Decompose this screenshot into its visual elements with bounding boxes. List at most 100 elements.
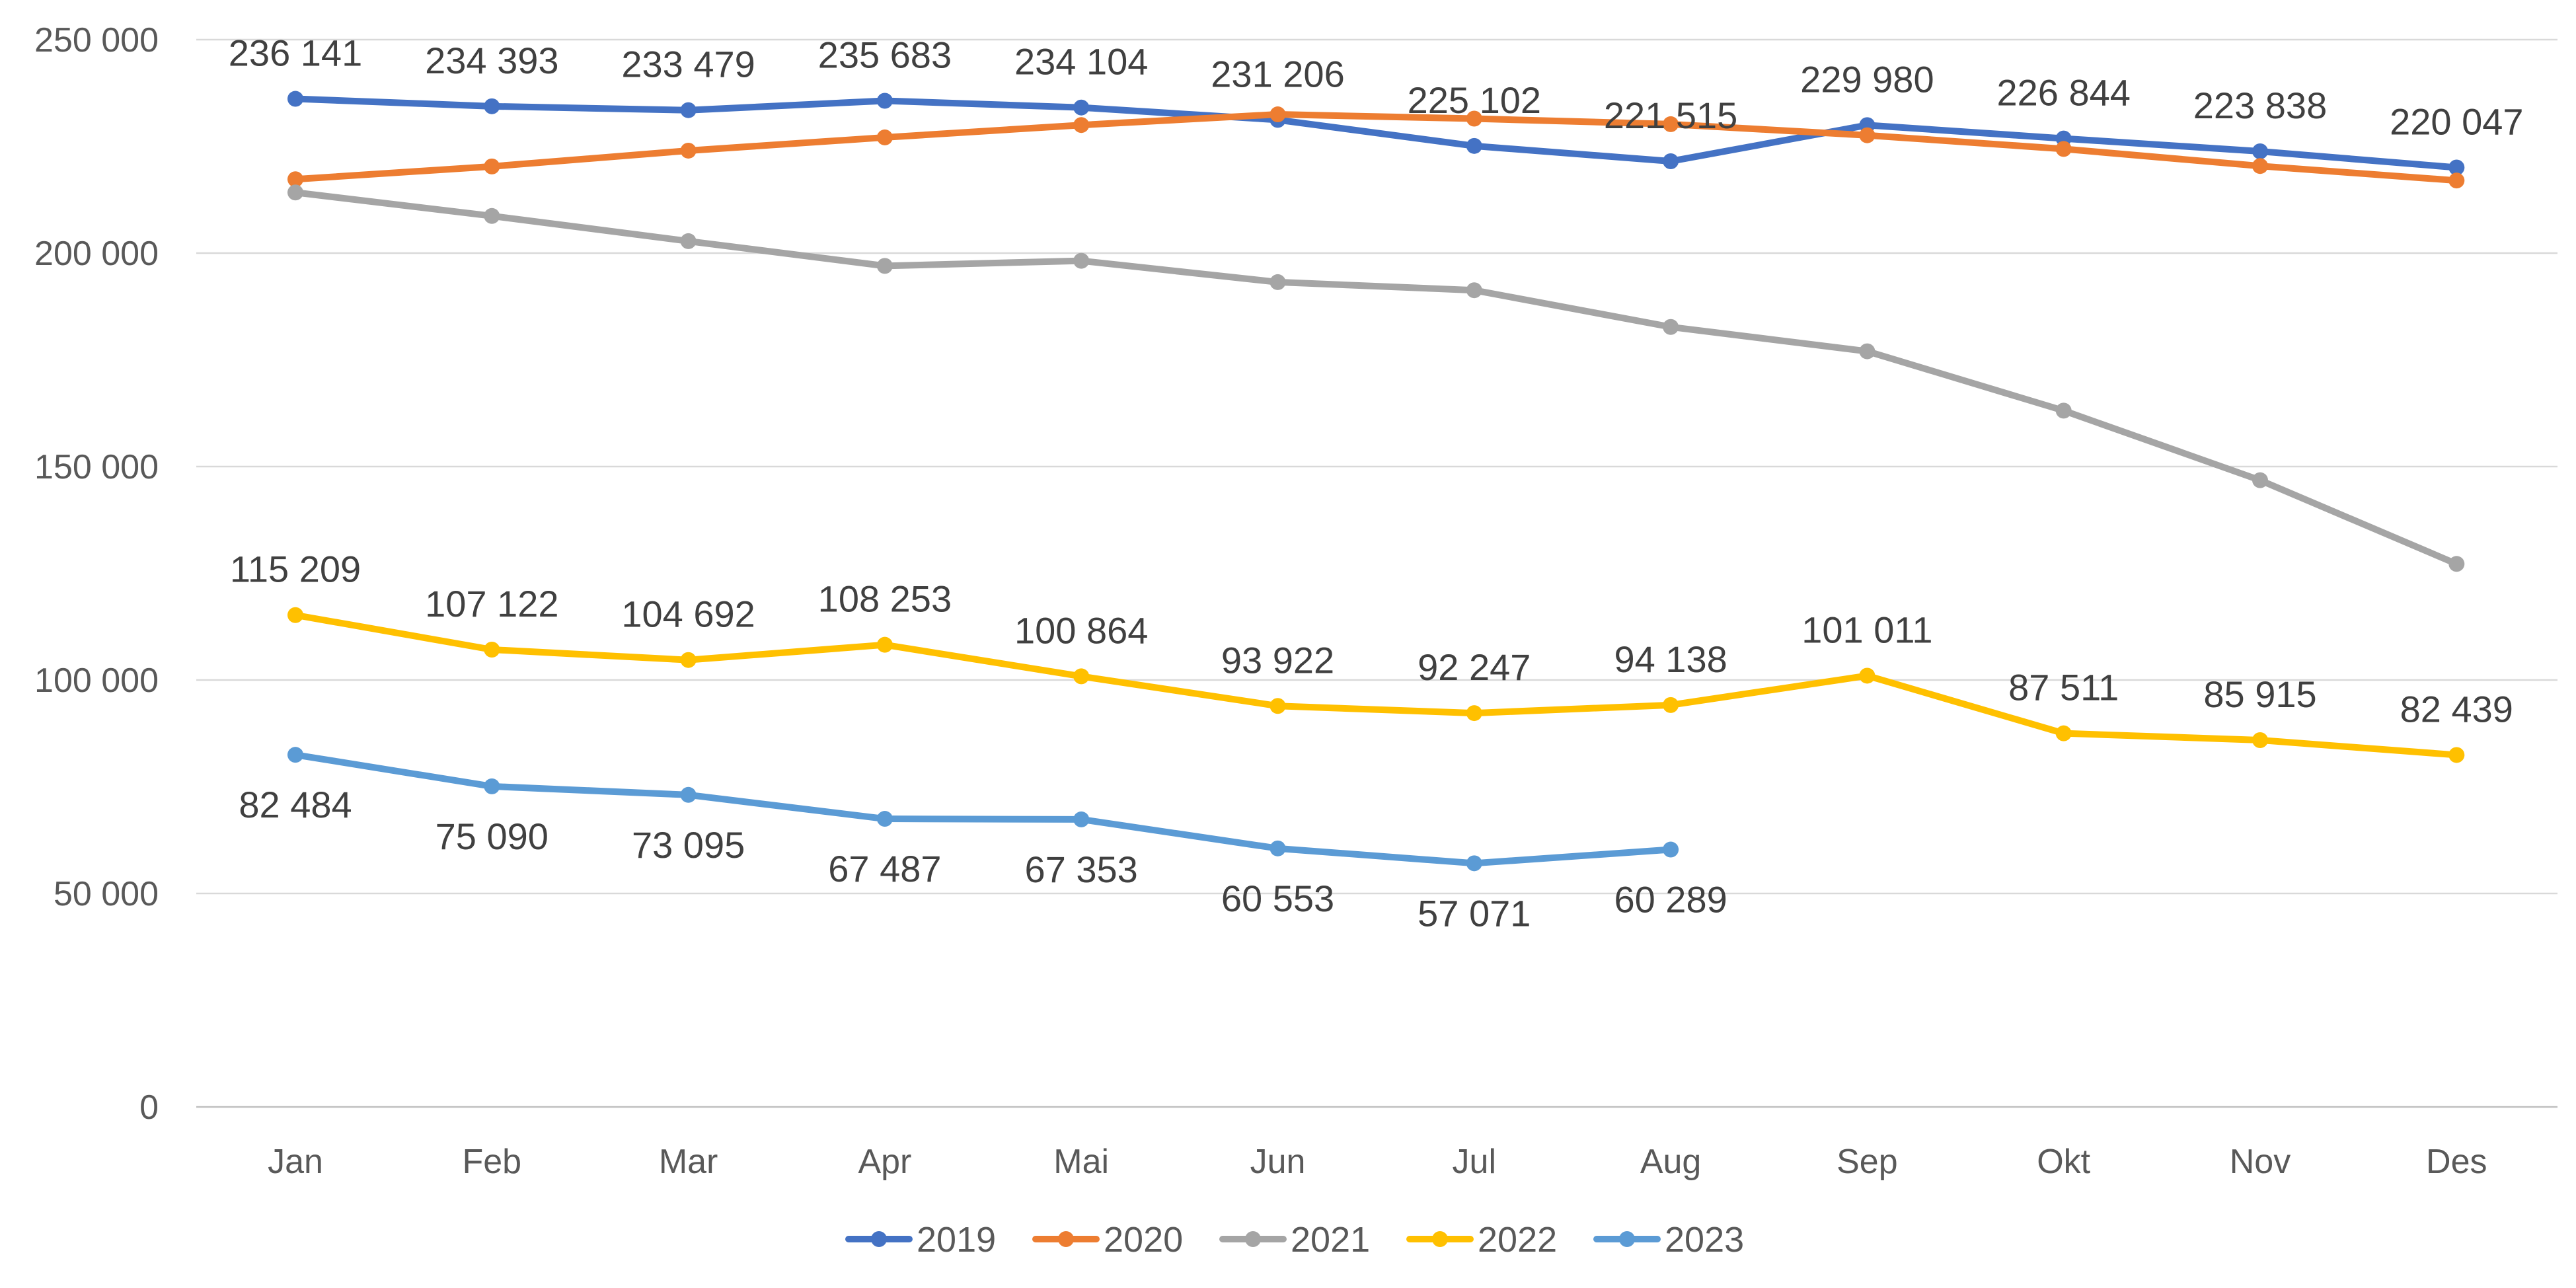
point-2021-feb xyxy=(484,208,500,224)
point-2023-mai xyxy=(1073,811,1090,827)
point-2022-jun xyxy=(1269,698,1286,714)
series-lines xyxy=(287,91,2465,872)
series-line-2019 xyxy=(292,95,2460,171)
x-axis-ticks: Jan Feb Mar Apr Mai Jun Jul Aug Sep Okt Nov Des xyxy=(268,1143,2487,1181)
x-tick-label-apr: Apr xyxy=(858,1143,911,1181)
point-2019-feb xyxy=(484,98,500,114)
legend-label-2019: 2019 xyxy=(917,1220,996,1260)
point-2021-okt xyxy=(2055,402,2072,419)
data-label-2023-jul: 57 071 xyxy=(1418,892,1531,934)
x-tick-label-jun: Jun xyxy=(1250,1143,1306,1181)
legend-label-2021: 2021 xyxy=(1291,1220,1370,1260)
data-label-2023-jan: 82 484 xyxy=(239,784,352,825)
data-label-2022-feb: 107 122 xyxy=(425,583,558,625)
point-2023-aug xyxy=(1663,841,1679,858)
data-label-2019-nov: 223 838 xyxy=(2193,85,2327,126)
point-2023-apr xyxy=(876,811,893,827)
point-2019-des xyxy=(2448,159,2465,176)
point-2022-apr xyxy=(876,636,893,653)
legend-marker-2022 xyxy=(1432,1231,1448,1247)
point-2023-mar xyxy=(680,786,697,803)
point-2020-jan xyxy=(287,171,303,188)
point-2022-nov xyxy=(2252,732,2268,748)
point-2021-mai xyxy=(1073,252,1090,269)
x-tick-label-mai: Mai xyxy=(1053,1143,1109,1181)
data-label-2022-sep: 101 011 xyxy=(1801,609,1932,650)
point-2023-jan xyxy=(287,747,303,763)
data-label-2019-des: 220 047 xyxy=(2390,100,2523,142)
y-tick-label: 0 xyxy=(139,1088,159,1127)
series-2020 xyxy=(287,106,2465,189)
point-2023-jul xyxy=(1466,855,1482,872)
series-line-2022 xyxy=(292,611,2460,759)
point-2021-mar xyxy=(680,233,697,249)
point-2019-mai xyxy=(1073,99,1090,116)
x-tick-label-mar: Mar xyxy=(659,1143,718,1181)
legend-marker-2023 xyxy=(1619,1231,1635,1247)
point-2022-feb xyxy=(484,641,500,658)
data-label-2019-mai: 234 104 xyxy=(1014,41,1148,83)
data-label-2022-mai: 100 864 xyxy=(1014,609,1148,651)
data-label-2023-jun: 60 553 xyxy=(1221,878,1334,919)
legend-marker-2019 xyxy=(871,1231,887,1247)
data-label-2022-okt: 87 511 xyxy=(2008,667,2119,708)
data-label-2022-jul: 92 247 xyxy=(1418,646,1531,688)
x-tick-label-jan: Jan xyxy=(268,1143,323,1181)
legend-item-2020: 2020 xyxy=(1032,1220,1183,1260)
point-2021-nov xyxy=(2252,472,2268,488)
y-tick-label: 100 000 xyxy=(34,662,159,700)
point-2020-aug xyxy=(1663,116,1679,132)
point-2019-mar xyxy=(680,102,697,118)
point-2021-jul xyxy=(1466,282,1482,299)
point-2020-des xyxy=(2448,172,2465,189)
data-label-2023-mai: 67 353 xyxy=(1025,849,1138,890)
data-label-2022-apr: 108 253 xyxy=(818,578,952,620)
series-line-2020 xyxy=(292,111,2460,184)
legend-item-2022: 2022 xyxy=(1406,1220,1557,1260)
point-2020-mar xyxy=(680,142,697,159)
point-2022-aug xyxy=(1663,697,1679,713)
series-line-2021 xyxy=(292,189,2460,568)
x-tick-label-des: Des xyxy=(2426,1143,2487,1181)
data-label-2019-okt: 226 844 xyxy=(1996,72,2130,114)
data-label-2022-des: 82 439 xyxy=(2400,688,2513,730)
data-label-2022-mar: 104 692 xyxy=(621,593,755,635)
point-2020-nov xyxy=(2252,158,2268,174)
y-tick-label: 150 000 xyxy=(34,448,159,486)
data-label-2023-aug: 60 289 xyxy=(1614,879,1727,921)
series-2023 xyxy=(287,747,1679,872)
data-labels: 236 141 234 393 233 479 235 683 234 104 231 2… xyxy=(229,32,2524,934)
point-2022-jan xyxy=(287,607,303,623)
legend-item-2019: 2019 xyxy=(845,1220,996,1260)
data-label-2022-aug: 94 138 xyxy=(1614,638,1727,680)
data-label-2019-jun: 231 206 xyxy=(1211,53,1344,95)
point-2021-des xyxy=(2448,556,2465,572)
point-2020-apr xyxy=(876,129,893,145)
series-line-2023 xyxy=(292,751,1675,867)
x-tick-label-feb: Feb xyxy=(462,1143,521,1181)
legend-item-2023: 2023 xyxy=(1593,1220,1744,1260)
point-2019-aug xyxy=(1663,153,1679,170)
x-tick-label-jul: Jul xyxy=(1453,1143,1496,1181)
point-2020-mai xyxy=(1073,117,1090,133)
point-2022-des xyxy=(2448,747,2465,763)
point-2020-feb xyxy=(484,158,500,174)
point-2020-jun xyxy=(1269,106,1286,123)
point-2020-okt xyxy=(2055,141,2072,157)
point-2022-okt xyxy=(2055,725,2072,741)
legend: 2019 2020 2021 2022 2023 xyxy=(845,1220,1744,1260)
point-2019-apr xyxy=(876,93,893,109)
y-tick-label: 200 000 xyxy=(34,235,159,273)
point-2022-jul xyxy=(1466,705,1482,722)
data-label-2023-feb: 75 090 xyxy=(436,815,549,857)
x-tick-label-okt: Okt xyxy=(2037,1143,2090,1181)
point-2023-jun xyxy=(1269,840,1286,856)
point-2020-sep xyxy=(1859,127,1875,143)
point-2022-sep xyxy=(1859,667,1875,684)
legend-marker-2021 xyxy=(1245,1231,1261,1247)
legend-item-2021: 2021 xyxy=(1219,1220,1370,1260)
data-label-2019-sep: 229 980 xyxy=(1800,58,1934,100)
legend-label-2023: 2023 xyxy=(1665,1220,1744,1260)
